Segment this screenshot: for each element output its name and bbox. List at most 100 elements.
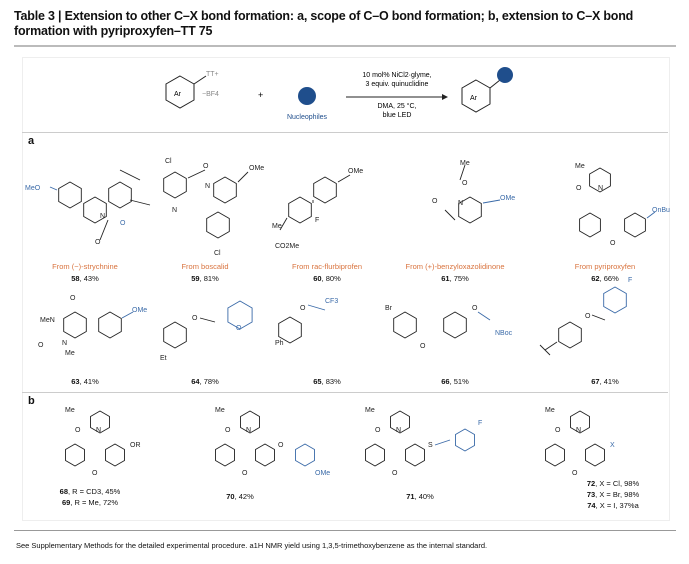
atom-label: S (428, 442, 433, 449)
atom-label: OMe (500, 195, 515, 202)
bond (646, 211, 656, 219)
ring (83, 196, 107, 224)
ring (206, 211, 230, 239)
compound-number: 73 (586, 490, 596, 499)
compound-caption: 67, 41% (540, 376, 670, 387)
yield: , X = I, 37%a (595, 501, 639, 510)
yield: , 41% (599, 377, 619, 386)
ring (570, 410, 590, 434)
atom-label: NBoc (495, 330, 513, 337)
ring (455, 428, 475, 452)
ring (65, 443, 85, 467)
atom-label: O (300, 305, 306, 312)
nucleophile-circle-icon (298, 87, 316, 105)
ring (90, 410, 110, 434)
footnote-divider (14, 530, 676, 531)
yield: , 43% (79, 274, 99, 283)
product-circle-icon (497, 67, 513, 83)
atom-label: MeO (25, 185, 41, 192)
ring (63, 311, 87, 339)
ring (579, 212, 601, 238)
ring (213, 176, 237, 204)
section-b-label: b (28, 395, 35, 407)
source-label: From boscalid (181, 262, 229, 271)
atom-label: N (246, 427, 251, 434)
atom-label: O (120, 220, 126, 227)
compound-number: 62 (591, 274, 600, 283)
atom-label: CF3 (325, 298, 338, 305)
compound-number: 63 (71, 377, 80, 386)
compound-number: 60 (313, 274, 322, 283)
compound-number: 68 (59, 487, 68, 496)
bond (544, 341, 558, 351)
atom-label: O (225, 427, 231, 434)
bond (121, 311, 134, 319)
ring (255, 443, 275, 467)
ring (589, 167, 611, 193)
atom-label: O (576, 185, 582, 192)
atom-label: O (70, 295, 76, 302)
compound-number: 58 (71, 274, 80, 283)
yield: , 83% (321, 377, 341, 386)
table-title: Table 3 | Extension to other C–X bond fo… (14, 9, 634, 38)
atom-label: O (472, 305, 478, 312)
source-label: From (+)-benzyloxazolidinone (405, 262, 505, 271)
bond (337, 174, 351, 183)
atom-label: Me (215, 407, 225, 414)
atom-label: O (236, 325, 242, 332)
ring (443, 311, 467, 339)
condition-light: blue LED (383, 112, 412, 119)
bond (99, 219, 109, 241)
atom-label: Me (272, 223, 282, 230)
yield: , R = Me, 72% (70, 498, 119, 507)
product-ar-label: Ar (470, 95, 478, 102)
source-label: From pyriproxyfen (574, 262, 636, 271)
source-label: From rac-flurbiprofen (291, 262, 363, 271)
bond (187, 169, 206, 179)
atom-label: F (315, 217, 319, 224)
compound-caption: 65, 83% (262, 376, 392, 387)
ring (545, 443, 565, 467)
compound-caption: 70, 42% (175, 491, 305, 502)
section-a-label: a (28, 135, 35, 147)
atom-label: F (628, 277, 632, 284)
atom-label: Me (365, 407, 375, 414)
nucleophiles-label: Nucleophiles (287, 114, 328, 121)
atom-label: O (92, 470, 98, 477)
compound-caption: 72, X = Cl, 98% 73, X = Br, 98% 74, X = … (548, 478, 678, 511)
atom-label: N (576, 427, 581, 434)
compound-caption: 59, 81% (140, 273, 270, 284)
ring (288, 196, 312, 224)
yield: , 40% (414, 492, 434, 501)
atom-label: O (95, 239, 101, 246)
bond (49, 186, 58, 191)
bond (591, 314, 606, 321)
compound-number: 72 (586, 479, 596, 488)
yield: , 75% (449, 274, 469, 283)
atom-label: N (205, 183, 210, 190)
atom-label: MeN (40, 317, 55, 324)
bond (307, 304, 326, 311)
compound-caption: 61, 75% (390, 273, 520, 284)
bond (477, 311, 491, 321)
compound-number: 71 (406, 492, 415, 501)
title-divider (14, 45, 676, 47)
compound-caption: 66, 51% (390, 376, 520, 387)
atom-label: O (610, 240, 616, 247)
bond (237, 171, 249, 183)
yield: , 51% (449, 377, 469, 386)
section-a-divider (22, 132, 668, 133)
atom-label: Me (460, 160, 470, 167)
atom-label: O (585, 313, 591, 320)
ring (108, 181, 132, 209)
plus-sign: + (258, 90, 263, 100)
ring (163, 171, 187, 199)
ring (313, 176, 337, 204)
atom-label: Br (385, 305, 393, 312)
atom-label: O (192, 315, 198, 322)
atom-label: O (392, 470, 398, 477)
ring (558, 321, 582, 349)
atom-label: Cl (214, 250, 221, 257)
compound-number: 69 (61, 498, 71, 507)
